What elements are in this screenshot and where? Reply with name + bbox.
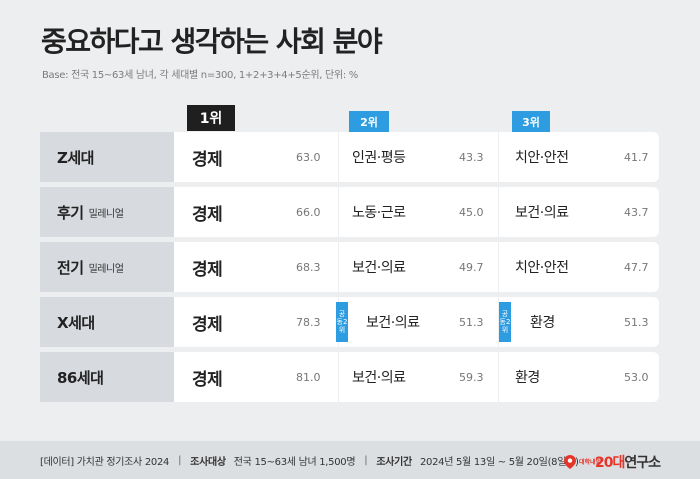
generation-name: 86세대 <box>57 368 104 387</box>
rank2-value: 51.3 <box>459 315 484 329</box>
rank1-cell <box>174 242 338 292</box>
rank3-item: 치안·안전 <box>515 150 569 166</box>
rank2-value: 59.3 <box>459 370 484 384</box>
rank2-cell <box>339 297 498 347</box>
rank3-cell <box>499 242 659 292</box>
rank2-item: 인권·평등 <box>352 150 406 166</box>
base-note: Base: 전국 15~63세 남녀, 각 세대별 n=300, 1+2+3+4… <box>42 70 358 81</box>
logo: 대학내일 20대 연구소 <box>563 452 661 472</box>
generation-cell: Z세대 <box>40 132 174 182</box>
rank1-item: 경제 <box>192 149 223 170</box>
footer-target-value: 전국 15~63세 남녀 1,500명 <box>233 456 356 468</box>
footer-period-value: 2024년 5월 13일 ~ 5월 20일(8일간) <box>419 456 579 468</box>
footer-divider: | <box>178 454 182 466</box>
rank3-cell <box>499 297 659 347</box>
rank2-cell <box>339 352 498 402</box>
generation-sub: 밀레니얼 <box>88 208 124 220</box>
table-row: 86세대 경제 81.0 보건·의료 59.3 환경 53.0 <box>40 352 659 402</box>
rank1-value: 66.0 <box>296 205 321 219</box>
rank2-value: 43.3 <box>459 150 484 164</box>
rank1-value: 68.3 <box>296 260 321 274</box>
rank3-value: 53.0 <box>624 370 649 384</box>
rank2-cell <box>339 132 498 182</box>
footer-source: [데이터] 가치관 정기조사 2024 <box>40 456 170 468</box>
footer-period-label: 조사기간 <box>376 456 412 468</box>
footer-target-label: 조사대상 <box>190 456 226 468</box>
generation-name: X세대 <box>57 313 95 332</box>
generation-sub: 밀레니얼 <box>88 263 124 275</box>
rank1-item: 경제 <box>192 259 223 280</box>
tie-badge: 공동2위 <box>336 302 348 342</box>
rank1-item: 경제 <box>192 204 223 225</box>
rank3-value: 41.7 <box>624 150 649 164</box>
footer-divider: | <box>364 454 368 466</box>
generation-cell: 후기 밀레니얼 <box>40 187 174 237</box>
rank2-item: 노동·근로 <box>352 205 406 221</box>
rank3-item: 환경 <box>530 315 555 331</box>
rank2-value: 49.7 <box>459 260 484 274</box>
location-pin-icon <box>563 455 576 469</box>
generation-name: 후기 <box>57 203 84 222</box>
rank3-cell <box>499 187 659 237</box>
rank2-value: 45.0 <box>459 205 484 219</box>
rank3-item: 환경 <box>515 370 540 386</box>
table-row: 전기 밀레니얼 경제 68.3 보건·의료 49.7 치안·안전 47.7 <box>40 242 659 292</box>
rank3-value: 51.3 <box>624 315 649 329</box>
logo-small-text: 대학내일 <box>578 458 602 466</box>
rank3-value: 43.7 <box>624 205 649 219</box>
rank-1-badge: 1위 <box>187 105 235 131</box>
rank3-item: 보건·의료 <box>515 205 569 221</box>
rank3-cell <box>499 352 659 402</box>
logo-tail-text: 연구소 <box>624 455 661 471</box>
rank1-item: 경제 <box>192 314 223 335</box>
table-row: 후기 밀레니얼 경제 66.0 노동·근로 45.0 보건·의료 43.7 <box>40 187 659 237</box>
rank1-cell <box>174 132 338 182</box>
page-title: 중요하다고 생각하는 사회 분야 <box>41 25 383 58</box>
footer: [데이터] 가치관 정기조사 2024 | 조사대상 전국 15~63세 남녀 … <box>0 441 700 479</box>
generation-cell: 86세대 <box>40 352 174 402</box>
rank1-value: 78.3 <box>296 315 321 329</box>
generation-name: Z세대 <box>57 148 94 167</box>
generation-cell: 전기 밀레니얼 <box>40 242 174 292</box>
rank3-cell <box>499 132 659 182</box>
table-row: Z세대 경제 63.0 인권·평등 43.3 치안·안전 41.7 <box>40 132 659 182</box>
rank3-item: 치안·안전 <box>515 260 569 276</box>
tie-badge: 공동2위 <box>499 302 511 342</box>
rank1-cell <box>174 187 338 237</box>
rank1-value: 63.0 <box>296 150 321 164</box>
rank3-value: 47.7 <box>624 260 649 274</box>
rank1-item: 경제 <box>192 369 223 390</box>
rank-3-badge: 3위 <box>512 111 550 133</box>
rank2-item: 보건·의료 <box>352 260 406 276</box>
rank2-item: 보건·의료 <box>352 370 406 386</box>
logo-main-text: 20대 <box>594 455 625 471</box>
generation-name: 전기 <box>57 258 84 277</box>
rank1-value: 81.0 <box>296 370 321 384</box>
rank2-cell <box>339 187 498 237</box>
rank2-cell <box>339 242 498 292</box>
rank1-cell <box>174 352 338 402</box>
rank-2-badge: 2위 <box>349 111 389 133</box>
table-row: X세대 경제 78.3 공동2위 보건·의료 51.3 공동2위 환경 51.3 <box>40 297 659 347</box>
generation-cell: X세대 <box>40 297 174 347</box>
rank2-item: 보건·의료 <box>366 315 420 331</box>
rank1-cell <box>174 297 338 347</box>
